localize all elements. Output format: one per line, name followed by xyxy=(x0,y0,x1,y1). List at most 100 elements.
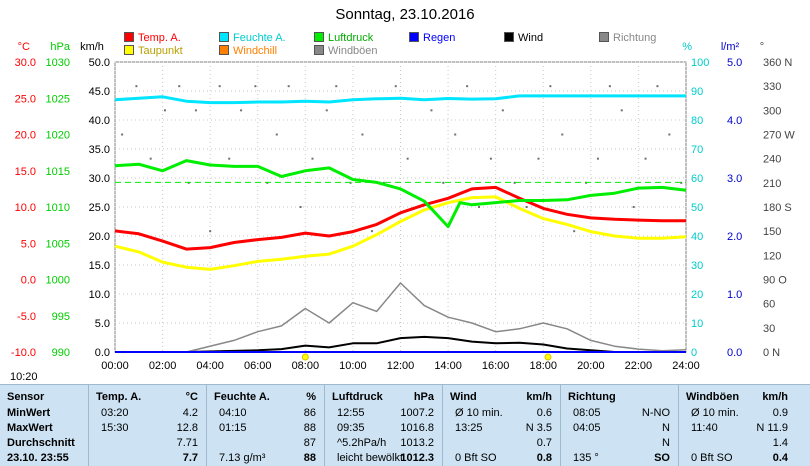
direction-dot xyxy=(466,85,469,88)
stats-row: 7.71 xyxy=(89,435,206,451)
tick-label-wind: 20.0 xyxy=(89,231,110,243)
stats-row: 04:05 N xyxy=(561,420,678,436)
direction-dot xyxy=(573,230,576,233)
legend-item: Regen xyxy=(409,32,455,44)
tick-label-temp: 10.0 xyxy=(15,202,36,214)
stats-row: 23.10. 23:55 xyxy=(0,450,88,466)
stats-row: 11:40 N 11.9 xyxy=(679,420,796,436)
tick-label-wind: 30.0 xyxy=(89,173,110,185)
axis-header-direction: ° xyxy=(760,41,764,53)
stats-header-unit: km/h xyxy=(526,391,552,403)
legend-swatch xyxy=(504,32,514,42)
tick-label-temp: -10.0 xyxy=(11,347,36,359)
legend-item: Windchill xyxy=(219,45,277,57)
direction-dot xyxy=(632,206,635,208)
stats-cell-note: 0 Bft SO xyxy=(691,452,733,464)
tick-label-temp: -5.0 xyxy=(17,311,36,323)
tick-label-temp: 25.0 xyxy=(15,93,36,105)
tick-label-x: 12:00 xyxy=(387,360,415,372)
direction-dot xyxy=(361,133,364,136)
tick-label-temp: 20.0 xyxy=(15,130,36,142)
tick-label-temp: 30.0 xyxy=(15,57,36,69)
stats-row: 135 ° SO xyxy=(561,450,678,466)
stats-header-label: Windböen xyxy=(686,391,740,403)
tick-label-x: 18:00 xyxy=(529,360,557,372)
stats-row: 7.7 xyxy=(89,450,206,466)
chart-title: Sonntag, 23.10.2016 xyxy=(335,6,475,23)
tick-label-direction: 270 W xyxy=(763,130,795,142)
tick-label-wind: 45.0 xyxy=(89,86,110,98)
tick-label-x: 22:00 xyxy=(625,360,653,372)
legend-swatch xyxy=(219,32,229,42)
tick-label-wind: 40.0 xyxy=(89,115,110,127)
stats-row: 7.13 g/m³ 88 xyxy=(207,450,324,466)
tick-label-x: 14:00 xyxy=(434,360,462,372)
stats-row: 13:25 N 3.5 xyxy=(443,420,560,436)
legend-item: Taupunkt xyxy=(124,45,183,57)
stats-header-unit: % xyxy=(306,391,316,403)
tick-label-wind: 35.0 xyxy=(89,144,110,156)
stats-row: 09:35 1016.8 xyxy=(325,420,442,436)
tick-label-pressure: 1010 xyxy=(46,202,70,214)
stats-cell-note: 135 ° xyxy=(573,452,599,464)
direction-dot xyxy=(549,85,552,88)
stats-cell-note: 11:40 xyxy=(691,422,718,434)
direction-dot xyxy=(135,85,138,88)
stats-cell-value: 1013.2 xyxy=(400,437,434,449)
stats-cell-note: leicht bewölkt xyxy=(337,452,404,464)
stats-cell-value: 1007.2 xyxy=(400,407,434,419)
legend-swatch xyxy=(314,32,324,42)
stats-cell-value: 7.71 xyxy=(176,437,198,449)
direction-dot xyxy=(178,85,181,88)
tick-label-direction: 360 N xyxy=(763,57,792,69)
stats-cell-value: 0.9 xyxy=(772,407,788,419)
direction-dot xyxy=(478,206,481,208)
tick-label-rain: 1.0 xyxy=(727,289,742,301)
stats-header: Wind km/h xyxy=(443,389,560,405)
tick-label-x: 24:00 xyxy=(672,360,700,372)
stats-row: leicht bewölkt 1012.3 xyxy=(325,450,442,466)
stats-cell-value: 1.4 xyxy=(772,437,788,449)
tick-label-direction: 0 N xyxy=(763,347,780,359)
stats-cell-value: N xyxy=(662,422,670,434)
legend-label: Wind xyxy=(518,32,544,44)
axis-header-wind: km/h xyxy=(80,41,104,53)
direction-dot xyxy=(228,157,231,160)
stats-row: 0 Bft SO 0.8 xyxy=(443,450,560,466)
series-luftdruck xyxy=(114,159,687,229)
stats-row: MaxWert xyxy=(0,420,88,436)
stats-header-label: Temp. A. xyxy=(96,391,142,403)
stats-cell-value: 1016.8 xyxy=(400,422,434,434)
stats-cell-value: N xyxy=(662,437,670,449)
tick-label-humidity: 90 xyxy=(691,86,703,98)
tick-label-x: 04:00 xyxy=(196,360,224,372)
stats-row: 1.4 xyxy=(679,435,796,451)
stats-row: ^5.2hPa/h 1013.2 xyxy=(325,435,442,451)
marker-sunset xyxy=(544,353,552,361)
stats-cell-value: SO xyxy=(654,452,670,464)
stats-header: Sensor xyxy=(0,389,88,405)
direction-dot xyxy=(240,109,243,112)
stats-row: Ø 10 min. 0.6 xyxy=(443,405,560,421)
direction-dot xyxy=(656,85,659,88)
stats-cell-note: 09:35 xyxy=(337,422,365,434)
stats-column: Wind km/h Ø 10 min. 0.6 13:25 N 3.5 0.7 0 Bft S… xyxy=(442,385,560,466)
stats-cell-value: 0.6 xyxy=(536,407,552,419)
series-windb-en xyxy=(115,282,687,353)
stats-cell-note: 15:30 xyxy=(101,422,129,434)
direction-dot xyxy=(287,85,290,88)
axis-header-temp: °C xyxy=(18,41,30,53)
legend-swatch xyxy=(124,32,134,42)
clock-time: 10:20 xyxy=(10,371,38,383)
series-feuchte-a xyxy=(114,94,686,105)
stats-cell-note: Ø 10 min. xyxy=(455,407,503,419)
direction-dot xyxy=(275,133,278,136)
tick-label-temp: 5.0 xyxy=(21,238,36,250)
direction-dot xyxy=(442,181,445,184)
direction-dot xyxy=(668,133,671,136)
stats-header-unit: km/h xyxy=(762,391,788,403)
tick-label-x: 20:00 xyxy=(577,360,605,372)
tick-label-pressure: 1005 xyxy=(46,238,70,250)
stats-header-label: Wind xyxy=(450,391,477,403)
tick-label-humidity: 0 xyxy=(691,347,697,359)
